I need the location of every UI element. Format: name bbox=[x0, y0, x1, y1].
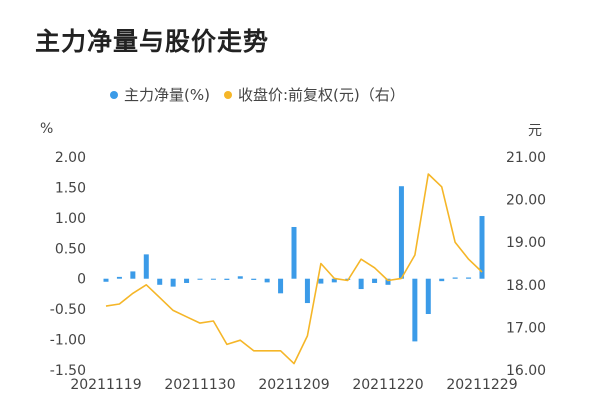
bar bbox=[210, 278, 216, 280]
legend-line-label: 收盘价:前复权(元)（右） bbox=[237, 86, 405, 104]
y-right-tick-label: 17.00 bbox=[506, 320, 546, 336]
bar bbox=[398, 186, 404, 279]
bar bbox=[143, 254, 149, 279]
legend-bar-marker bbox=[110, 90, 118, 99]
bar bbox=[304, 278, 310, 304]
bar bbox=[116, 276, 122, 279]
legend-item-bar[interactable]: 主力净量(%) bbox=[110, 84, 210, 105]
bar bbox=[372, 278, 378, 283]
x-tick-label: 20211209 bbox=[258, 377, 329, 393]
y-left-tick-label: 1.00 bbox=[55, 211, 86, 227]
bar bbox=[291, 226, 297, 279]
bar bbox=[479, 216, 485, 279]
bar bbox=[358, 278, 364, 290]
y-left-tick-label: 2.00 bbox=[55, 150, 86, 166]
x-tick-label: 20211119 bbox=[70, 377, 141, 393]
bar bbox=[130, 271, 136, 279]
x-tick-label: 20211220 bbox=[352, 377, 423, 393]
price-line bbox=[105, 173, 483, 365]
bar bbox=[385, 278, 391, 285]
bar bbox=[278, 278, 284, 294]
y-right-tick-label: 16.00 bbox=[506, 363, 546, 379]
bar bbox=[264, 278, 270, 283]
y-right-tick-label: 19.00 bbox=[506, 235, 546, 251]
x-tick-label: 20211130 bbox=[164, 377, 235, 393]
y-left-tick-label: 0.50 bbox=[55, 241, 86, 257]
y-left-tick-label: -0.50 bbox=[50, 302, 86, 318]
legend: 主力净量(%) 收盘价:前复权(元)（右） bbox=[110, 84, 419, 105]
y-right-tick-label: 21.00 bbox=[506, 150, 546, 166]
legend-item-line[interactable]: 收盘价:前复权(元)（右） bbox=[223, 84, 405, 105]
bar bbox=[412, 278, 418, 342]
y-left-tick-label: -1.00 bbox=[50, 333, 86, 349]
x-tick-label: 20211229 bbox=[446, 377, 517, 393]
bar bbox=[466, 277, 472, 279]
bar bbox=[237, 276, 243, 279]
bar bbox=[439, 278, 445, 282]
bar bbox=[425, 278, 431, 315]
bar bbox=[170, 278, 176, 287]
y-left-tick-label: -1.50 bbox=[50, 363, 86, 379]
legend-line-marker bbox=[223, 90, 232, 99]
bar bbox=[157, 278, 163, 285]
y-left-tick-label: 0 bbox=[77, 272, 86, 288]
bar bbox=[318, 278, 324, 284]
bar bbox=[452, 277, 458, 279]
bar bbox=[224, 278, 230, 280]
y-right-tick-label: 20.00 bbox=[506, 193, 546, 209]
bar bbox=[197, 278, 203, 280]
legend-bar-label: 主力净量(%) bbox=[124, 86, 210, 104]
bar bbox=[331, 278, 337, 283]
bar bbox=[184, 278, 190, 283]
bar bbox=[251, 278, 257, 280]
bar bbox=[103, 278, 109, 282]
y-right-axis-label: 元 bbox=[528, 123, 542, 139]
chart-title: 主力净量与股价走势 bbox=[35, 27, 270, 56]
y-left-tick-label: 1.50 bbox=[55, 180, 86, 196]
y-left-axis-label: % bbox=[40, 121, 53, 137]
y-right-tick-label: 18.00 bbox=[506, 278, 546, 294]
